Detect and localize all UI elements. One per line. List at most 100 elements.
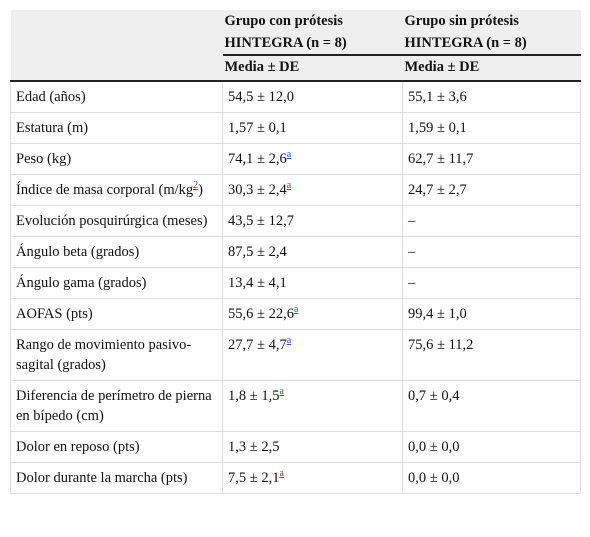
- footnote-link[interactable]: a: [286, 149, 292, 161]
- table-row: Estatura (m) 1,57 ± 0,1 1,59 ± 0,1: [10, 112, 581, 144]
- cell-text: Diferencia de perímetro de pierna en bíp…: [16, 388, 212, 424]
- cell: 7,5 ± 2,1a: [222, 462, 403, 494]
- row-label: Rango de movimiento pasivo-sagital (grad…: [10, 329, 223, 381]
- cell-text: –: [408, 275, 416, 291]
- cell: 54,5 ± 12,0: [222, 80, 403, 113]
- row-label: Ángulo gama (grados): [10, 267, 223, 299]
- cell-text: 55,6 ± 22,6: [228, 306, 294, 322]
- cell: 55,6 ± 22,6a: [222, 298, 403, 330]
- cell: 27,7 ± 4,7a: [222, 329, 403, 381]
- cell-text: 1,57 ± 0,1: [228, 120, 287, 136]
- table-row: Dolor durante la marcha (pts) 7,5 ± 2,1a 0…: [10, 462, 581, 494]
- cell: 30,3 ± 2,4a: [222, 174, 403, 206]
- data-table: Grupo con prótesis HINTEGRA (n = 8) Grup…: [10, 10, 581, 494]
- table-row: Ángulo gama (grados) 13,4 ± 4,1 –: [10, 267, 581, 299]
- cell-text: Estatura (m): [16, 120, 89, 136]
- cell: 87,5 ± 2,4: [222, 236, 403, 268]
- cell: –: [402, 236, 581, 268]
- cell: 0,7 ± 0,4: [402, 380, 581, 432]
- cell-text: Ángulo gama (grados): [16, 275, 147, 291]
- footnote-link[interactable]: a: [293, 304, 299, 316]
- cell-text: 1,59 ± 0,1: [408, 120, 467, 136]
- footnote-link[interactable]: a: [279, 468, 284, 480]
- cell: 75,6 ± 11,2: [402, 329, 581, 381]
- row-label: Estatura (m): [10, 112, 223, 144]
- cell: 24,7 ± 2,7: [402, 174, 581, 206]
- cell-text: 0,7 ± 0,4: [408, 388, 460, 404]
- cell-text: 0,0 ± 0,0: [408, 470, 460, 486]
- table-row: Evolución posquirúrgica (meses) 43,5 ± 12…: [10, 205, 581, 237]
- cell-text: AOFAS (pts): [16, 306, 93, 322]
- table-row: Diferencia de perímetro de pierna en bíp…: [10, 380, 581, 432]
- cell: –: [402, 205, 581, 237]
- row-label: Evolución posquirúrgica (meses): [10, 205, 223, 237]
- cell-text: 30,3 ± 2,4: [228, 182, 287, 198]
- cell-text: 62,7 ± 11,7: [408, 151, 474, 167]
- table-row: Edad (años) 54,5 ± 12,0 55,1 ± 3,6: [10, 80, 581, 113]
- cell-text: Dolor en reposo (pts): [16, 439, 140, 455]
- cell-text: 24,7 ± 2,7: [408, 182, 467, 198]
- table-row: Peso (kg) 74,1 ± 2,6a 62,7 ± 11,7: [10, 143, 581, 175]
- cell-text: –: [408, 213, 416, 229]
- cell-text: 54,5 ± 12,0: [228, 89, 294, 105]
- column-header: Grupo sin prótesis HINTEGRA (n = 8): [402, 10, 581, 55]
- table-row: AOFAS (pts) 55,6 ± 22,6a 99,4 ± 1,0: [10, 298, 581, 330]
- cell-text: Rango de movimiento pasivo-sagital (grad…: [16, 337, 192, 373]
- cell: 62,7 ± 11,7: [402, 143, 581, 175]
- cell-text: 7,5 ± 2,1: [228, 470, 280, 486]
- cell-text: Índice de masa corporal (m/kg: [16, 182, 194, 198]
- row-label: AOFAS (pts): [10, 298, 223, 330]
- row-label: Peso (kg): [10, 143, 223, 175]
- cell-text: Edad (años): [16, 89, 86, 105]
- cell: 43,5 ± 12,7: [222, 205, 403, 237]
- cell-text: Ángulo beta (grados): [16, 244, 140, 260]
- cell: 99,4 ± 1,0: [402, 298, 581, 330]
- cell: 74,1 ± 2,6a: [222, 143, 403, 175]
- cell-text: 43,5 ± 12,7: [228, 213, 294, 229]
- cell: 13,4 ± 4,1: [222, 267, 403, 299]
- sub-header: Media ± DE: [222, 54, 403, 82]
- cell-text: 1,3 ± 2,5: [228, 439, 280, 455]
- cell-text: ): [198, 182, 203, 198]
- footnote-link[interactable]: a: [279, 386, 284, 398]
- cell-text: 13,4 ± 4,1: [228, 275, 287, 291]
- cell: 0,0 ± 0,0: [402, 431, 581, 463]
- cell-text: –: [408, 244, 416, 260]
- cell-text: 87,5 ± 2,4: [228, 244, 287, 260]
- cell: 1,8 ± 1,5a: [222, 380, 403, 432]
- table-body: Edad (años) 54,5 ± 12,0 55,1 ± 3,6 Estatura…: [10, 80, 581, 494]
- cell-text: 27,7 ± 4,7: [228, 337, 287, 353]
- cell-text: 0,0 ± 0,0: [408, 439, 460, 455]
- cell: 1,57 ± 0,1: [222, 112, 403, 144]
- cell-text: 75,6 ± 11,2: [408, 337, 474, 353]
- cell: 1,3 ± 2,5: [222, 431, 403, 463]
- row-label: Diferencia de perímetro de pierna en bíp…: [10, 380, 223, 432]
- footnote-link[interactable]: 2: [193, 180, 199, 192]
- row-label: Edad (años): [10, 80, 223, 113]
- cell-text: Peso (kg): [16, 151, 72, 167]
- footnote-link[interactable]: a: [286, 180, 292, 192]
- row-label: Índice de masa corporal (m/kg2): [10, 174, 223, 206]
- row-label: Dolor durante la marcha (pts): [10, 462, 223, 494]
- cell-text: 99,4 ± 1,0: [408, 306, 467, 322]
- corner: [10, 55, 223, 82]
- cell: 55,1 ± 3,6: [402, 80, 581, 113]
- cell-text: Dolor durante la marcha (pts): [16, 470, 188, 486]
- footnote-link[interactable]: a: [286, 335, 292, 347]
- table-row: Dolor en reposo (pts) 1,3 ± 2,5 0,0 ± 0,0: [10, 431, 581, 463]
- row-label: Ángulo beta (grados): [10, 236, 223, 268]
- sub-header: Media ± DE: [402, 54, 581, 82]
- cell: –: [402, 267, 581, 299]
- table-row: Rango de movimiento pasivo-sagital (grad…: [10, 329, 581, 381]
- corner: [10, 10, 223, 55]
- table-row: Ángulo beta (grados) 87,5 ± 2,4 –: [10, 236, 581, 268]
- cell: 1,59 ± 0,1: [402, 112, 581, 144]
- table-row: Índice de masa corporal (m/kg2) 30,3 ± 2,…: [10, 174, 581, 206]
- cell-text: 1,8 ± 1,5: [228, 388, 280, 404]
- column-header: Grupo con prótesis HINTEGRA (n = 8): [222, 10, 403, 55]
- cell: 0,0 ± 0,0: [402, 462, 581, 494]
- cell-text: 74,1 ± 2,6: [228, 151, 287, 167]
- cell-text: Evolución posquirúrgica (meses): [16, 213, 208, 229]
- row-label: Dolor en reposo (pts): [10, 431, 223, 463]
- cell-text: 55,1 ± 3,6: [408, 89, 467, 105]
